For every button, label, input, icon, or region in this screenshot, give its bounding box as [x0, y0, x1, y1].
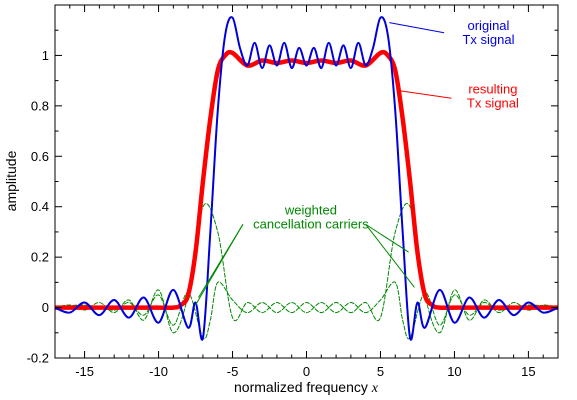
ticks-layer: -15 -10 -5 0 5 10 15 -0.2 0 0.2 0.4 0.6 0.8 1	[27, 5, 559, 379]
series-layer	[55, 16, 558, 341]
y-tick-label: 0.2	[31, 250, 49, 265]
leader-line-1	[399, 90, 452, 99]
y-tick-label: 0	[42, 300, 49, 315]
y-tick-label: 0.4	[31, 199, 49, 214]
x-tick-label: 5	[377, 364, 384, 379]
x-tick-label: -10	[149, 364, 168, 379]
series-line-2	[55, 203, 558, 334]
annotation-text-1: Tx signal	[467, 95, 519, 110]
y-axis-label: amplitude	[3, 150, 19, 211]
series-line-1	[55, 49, 558, 311]
x-tick-label: -5	[227, 364, 239, 379]
y-tick-label: -0.2	[27, 351, 49, 366]
annotation-leaders	[195, 22, 452, 306]
y-tick-label: 1	[42, 48, 49, 63]
x-tick-label: 0	[303, 364, 310, 379]
annotation-text-1: resulting	[468, 81, 517, 96]
x-tick-label: 10	[447, 364, 461, 379]
x-axis-label: normalized frequency x	[234, 379, 379, 396]
annotation-text-0: original	[468, 18, 510, 33]
annotation-text-2: weighted	[284, 202, 337, 217]
leader-line-3	[195, 224, 244, 306]
x-tick-label: -15	[75, 364, 94, 379]
series-line-3	[55, 281, 558, 340]
series-line-0	[55, 16, 558, 341]
y-tick-label: 0.8	[31, 98, 49, 113]
x-tick-label: 15	[521, 364, 535, 379]
leader-line-4	[365, 223, 409, 253]
y-tick-label: 0.6	[31, 149, 49, 164]
leader-line-0	[389, 22, 445, 34]
leader-line-5	[365, 224, 415, 288]
annotation-text-2: cancellation carriers	[253, 216, 369, 231]
annotation-text-0: Tx signal	[462, 32, 514, 47]
